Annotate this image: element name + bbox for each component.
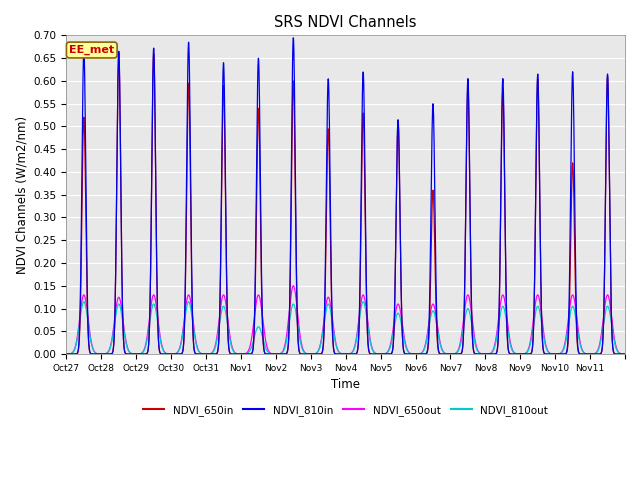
NDVI_650out: [418, 350, 426, 356]
Line: NDVI_810out: NDVI_810out: [67, 302, 625, 354]
NDVI_810out: [467, 315, 475, 321]
NDVI_650out: [177, 341, 184, 347]
NDVI_650in: [502, 307, 510, 312]
NDVI_810in: [177, 351, 184, 357]
NDVI_810out: [621, 351, 629, 357]
NDVI_650out: [536, 300, 544, 306]
Line: NDVI_650in: NDVI_650in: [67, 54, 625, 354]
Text: EE_met: EE_met: [69, 45, 115, 55]
NDVI_650in: [536, 212, 544, 218]
NDVI_650out: [289, 283, 297, 288]
NDVI_810out: [418, 350, 426, 356]
NDVI_650in: [177, 351, 185, 357]
NDVI_810in: [536, 194, 543, 200]
NDVI_810out: [80, 299, 88, 305]
NDVI_650out: [63, 351, 70, 357]
NDVI_650in: [447, 351, 454, 357]
NDVI_810in: [615, 351, 623, 357]
NDVI_650in: [63, 351, 70, 357]
NDVI_810out: [63, 351, 70, 357]
NDVI_810in: [289, 35, 297, 41]
NDVI_650in: [417, 351, 425, 357]
NDVI_810in: [502, 297, 510, 302]
Title: SRS NDVI Channels: SRS NDVI Channels: [275, 15, 417, 30]
NDVI_650out: [621, 351, 629, 357]
NDVI_810out: [177, 341, 185, 347]
NDVI_650in: [467, 266, 475, 272]
NDVI_650out: [502, 311, 510, 316]
NDVI_810out: [272, 351, 280, 357]
NDVI_810in: [63, 351, 70, 357]
NDVI_650out: [615, 350, 623, 356]
NDVI_650out: [467, 305, 475, 311]
NDVI_810in: [417, 351, 425, 357]
NDVI_650out: [412, 351, 419, 357]
X-axis label: Time: Time: [332, 378, 360, 391]
NDVI_810out: [615, 350, 623, 356]
Line: NDVI_650out: NDVI_650out: [67, 286, 625, 354]
NDVI_810out: [536, 310, 544, 315]
NDVI_650in: [621, 351, 629, 357]
NDVI_650in: [115, 51, 123, 57]
Y-axis label: NDVI Channels (W/m2/nm): NDVI Channels (W/m2/nm): [15, 116, 28, 274]
Line: NDVI_810in: NDVI_810in: [67, 38, 625, 354]
NDVI_650in: [615, 351, 623, 357]
NDVI_810in: [467, 252, 474, 258]
NDVI_810in: [621, 351, 629, 357]
NDVI_810out: [502, 318, 510, 324]
Legend: NDVI_650in, NDVI_810in, NDVI_650out, NDVI_810out: NDVI_650in, NDVI_810in, NDVI_650out, NDV…: [140, 401, 552, 420]
